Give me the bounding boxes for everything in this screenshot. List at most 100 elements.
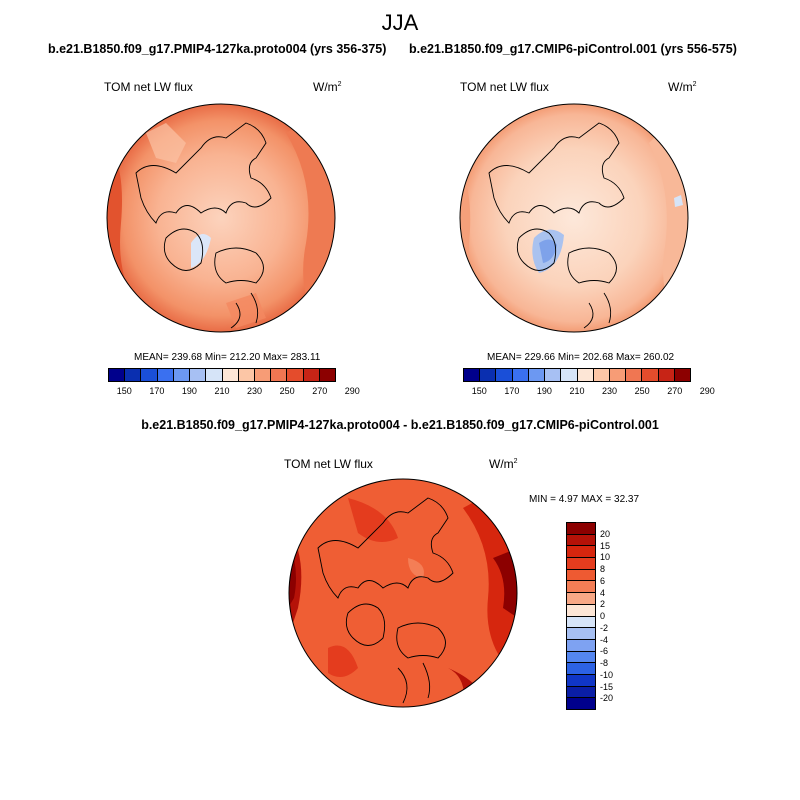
colorbar-tick-label: -10 xyxy=(600,669,614,680)
colorbar-swatch xyxy=(567,523,595,535)
colorbar-tick-label: 2 xyxy=(600,599,606,610)
colorbar-swatch xyxy=(109,369,126,381)
colorbar-swatch xyxy=(528,369,546,381)
panel1-variable-label: TOM net LW flux xyxy=(104,80,193,94)
panel2-coastline-eurasia xyxy=(488,122,625,224)
colorbar-swatch xyxy=(567,698,595,709)
panel2-units: W/m2 xyxy=(668,80,697,94)
colorbar-tick-label: 290 xyxy=(699,386,715,396)
panel2-map-fill xyxy=(460,104,688,332)
panel2-polar-map xyxy=(459,103,689,333)
panel1-coastline-america xyxy=(214,247,264,284)
colorbar-tick-label: 190 xyxy=(181,386,197,396)
diff-stats: MIN = 4.97 MAX = 32.37 xyxy=(529,494,640,505)
colorbar-tick-label: 270 xyxy=(312,386,328,396)
diff-coastline-greenland xyxy=(345,603,386,646)
colorbar-tick-label: 4 xyxy=(600,587,606,598)
colorbar-swatch xyxy=(567,593,595,605)
panel1-stats: MEAN= 239.68 Min= 212.20 Max= 283.11 xyxy=(134,352,321,363)
diff-coastline-eurasia xyxy=(317,497,454,599)
panel2-stats: MEAN= 229.66 Min= 202.68 Max= 260.02 xyxy=(487,352,675,363)
panel2-colorbar xyxy=(463,368,691,382)
panel2-coastline-america xyxy=(567,247,617,284)
season-title: JJA xyxy=(381,10,419,35)
colorbar-swatch xyxy=(157,369,174,381)
colorbar-swatch xyxy=(674,369,691,381)
colorbar-swatch xyxy=(125,369,142,381)
colorbar-tick-label: -6 xyxy=(600,646,609,657)
colorbar-tick-label: -20 xyxy=(600,693,614,704)
diff-colorbar xyxy=(566,522,596,710)
colorbar-tick-label: 190 xyxy=(536,386,552,396)
colorbar-tick-label: -8 xyxy=(600,658,609,668)
colorbar-tick-label: 0 xyxy=(600,611,606,621)
colorbar-swatch xyxy=(254,369,272,381)
difference-title: b.e21.B1850.f09_g17.PMIP4-127ka.proto004… xyxy=(141,418,659,432)
colorbar-swatch xyxy=(642,369,659,381)
colorbar-swatch xyxy=(609,369,627,381)
colorbar-swatch xyxy=(567,558,595,570)
colorbar-tick-label: 230 xyxy=(247,386,263,396)
panel1-colorbar xyxy=(108,368,336,382)
colorbar-swatch xyxy=(141,369,158,381)
panel2-experiment-title: b.e21.B1850.f09_g17.CMIP6-piControl.001 … xyxy=(409,42,737,56)
colorbar-swatch xyxy=(567,616,595,629)
colorbar-tick-label: 270 xyxy=(667,386,683,396)
colorbar-swatch xyxy=(206,369,223,381)
diff-variable-label: TOM net LW flux xyxy=(284,457,373,471)
colorbar-tick-label: 6 xyxy=(600,575,606,586)
colorbar-tick-label: 170 xyxy=(149,386,165,396)
panel1-experiment-title: b.e21.B1850.f09_g17.PMIP4-127ka.proto004… xyxy=(48,42,387,56)
panel1-polar-map xyxy=(106,103,336,333)
panel1-units: W/m2 xyxy=(313,80,342,94)
colorbar-tick-label: 210 xyxy=(214,386,230,396)
colorbar-tick-label: 15 xyxy=(600,540,611,551)
panel1-colorbar-labels: 150 170 190 210 230 250 270 290 xyxy=(108,386,360,398)
colorbar-tick-label: -15 xyxy=(600,681,614,692)
colorbar-swatch xyxy=(480,369,497,381)
colorbar-swatch xyxy=(173,369,191,381)
colorbar-swatch xyxy=(626,369,643,381)
colorbar-tick-label: -4 xyxy=(600,634,609,645)
panel1-greenland-cold xyxy=(191,234,211,268)
colorbar-swatch xyxy=(238,369,255,381)
colorbar-swatch xyxy=(512,369,529,381)
colorbar-swatch xyxy=(567,663,595,675)
colorbar-tick-label: 290 xyxy=(344,386,360,396)
colorbar-tick-label: 150 xyxy=(116,386,132,396)
colorbar-swatch xyxy=(190,369,207,381)
colorbar-swatch xyxy=(567,604,595,617)
colorbar-swatch xyxy=(567,639,595,652)
colorbar-tick-label: -2 xyxy=(600,622,609,633)
colorbar-swatch xyxy=(464,369,481,381)
colorbar-tick-label: 8 xyxy=(600,564,606,574)
colorbar-swatch xyxy=(561,369,578,381)
colorbar-swatch xyxy=(567,674,595,687)
colorbar-tick-label: 10 xyxy=(600,552,611,563)
panel2-colorbar-labels: 150 170 190 210 230 250 270 290 xyxy=(463,386,715,398)
panel1-coastline-greenland xyxy=(163,228,204,271)
colorbar-tick-label: 230 xyxy=(602,386,618,396)
colorbar-swatch xyxy=(319,369,336,381)
colorbar-swatch xyxy=(567,686,595,699)
panel2-variable-label: TOM net LW flux xyxy=(460,80,549,94)
diff-coastline-america xyxy=(396,622,446,659)
colorbar-swatch xyxy=(567,534,595,547)
colorbar-tick-label: 170 xyxy=(504,386,520,396)
colorbar-tick-label: 150 xyxy=(471,386,487,396)
diff-colorbar-labels: 20 15 10 8 6 4 2 0 -2 -4 -6 -8 -10 -15 -20 xyxy=(600,522,630,710)
colorbar-swatch xyxy=(577,369,594,381)
colorbar-swatch xyxy=(567,581,595,594)
diff-units: W/m2 xyxy=(489,457,518,471)
colorbar-swatch xyxy=(567,651,595,664)
panel1-coastline-eurasia xyxy=(135,122,272,224)
colorbar-tick-label: 210 xyxy=(569,386,585,396)
colorbar-swatch xyxy=(496,369,513,381)
colorbar-swatch xyxy=(593,369,610,381)
colorbar-swatch xyxy=(222,369,239,381)
colorbar-tick-label: 250 xyxy=(279,386,295,396)
colorbar-swatch xyxy=(658,369,675,381)
panel1-map-fill xyxy=(107,104,335,332)
colorbar-swatch xyxy=(545,369,562,381)
colorbar-tick-label: 20 xyxy=(600,528,611,539)
